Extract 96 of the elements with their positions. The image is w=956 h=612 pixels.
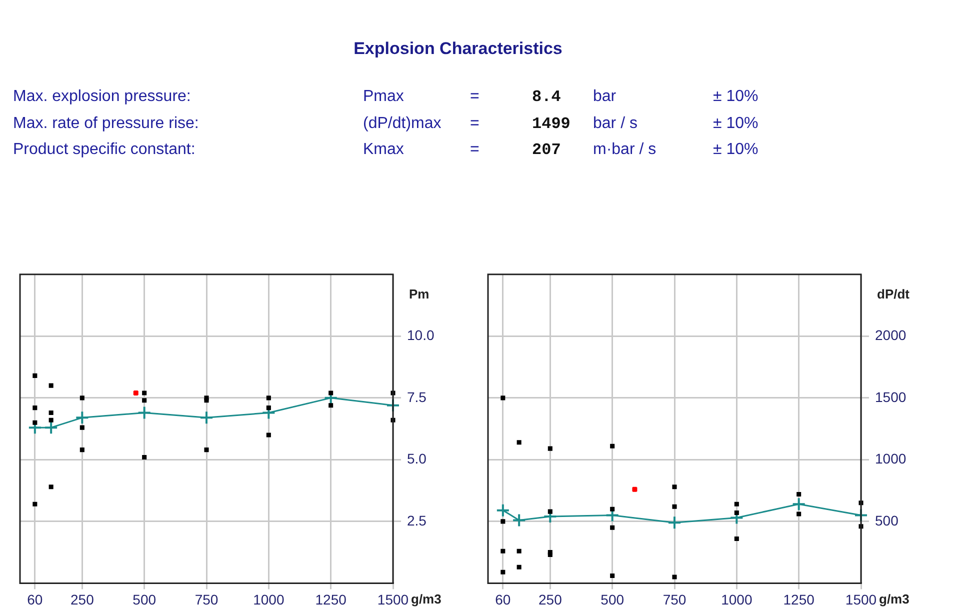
text: 207 (532, 141, 561, 159)
point (792, 497, 806, 512)
point (610, 525, 615, 530)
y-tick-label: 10.0 (407, 327, 434, 344)
point (48, 484, 54, 490)
point (204, 398, 209, 403)
point (142, 390, 147, 396)
point (80, 396, 84, 400)
point (266, 396, 271, 400)
y-tick-label: 2000 (875, 327, 906, 344)
x-axis-title: g/m3 (879, 592, 910, 607)
y-tick-label: 1500 (875, 388, 906, 405)
x-tick-label: 750 (662, 591, 686, 608)
text: ± 10% (713, 114, 758, 132)
y-axis-title: dP/dt (877, 286, 910, 302)
y-tick-label: 7.5 (407, 388, 427, 405)
point (32, 502, 38, 506)
text: 1499 (532, 114, 570, 132)
point (672, 504, 677, 509)
x-axis-title: g/m3 (411, 592, 442, 607)
y-tick-label: 5.0 (407, 450, 427, 467)
x-tick-label: 1000 (721, 591, 752, 608)
point (328, 390, 334, 396)
point (672, 574, 677, 580)
text: Kmax (363, 141, 404, 159)
x-tick-label: 1000 (253, 591, 284, 608)
point (668, 516, 682, 530)
point (48, 410, 54, 416)
text: (dP/dt)max (363, 114, 442, 132)
x-tick-label: 1500 (377, 591, 409, 608)
point (734, 510, 739, 516)
point (672, 484, 677, 490)
text: = (470, 114, 480, 132)
point (548, 509, 552, 514)
point (734, 536, 739, 541)
point (48, 418, 54, 422)
point (500, 519, 506, 524)
point (200, 410, 214, 425)
point (137, 406, 152, 420)
point (796, 492, 802, 497)
point (516, 440, 522, 445)
y-axis-title: Pm (409, 286, 430, 302)
x-tick-label: 1250 (315, 591, 347, 608)
text: bar / s (593, 114, 638, 132)
point (610, 574, 615, 578)
point (500, 570, 506, 574)
point (80, 425, 84, 430)
point (500, 548, 506, 554)
point (548, 446, 552, 451)
point (266, 432, 271, 438)
point (204, 448, 209, 452)
point (548, 552, 552, 558)
x-tick-label: 1500 (845, 591, 877, 608)
x-tick-label: 250 (538, 591, 562, 608)
x-tick-label: 1250 (783, 591, 815, 608)
point (80, 448, 84, 452)
point (32, 373, 38, 378)
x-tick-label: 750 (194, 591, 218, 608)
text: 8.4 (532, 88, 561, 106)
point (610, 444, 615, 448)
x-tick-label: 60 (27, 591, 43, 608)
text: Explosion Characteristics (352, 39, 564, 59)
point (610, 506, 615, 512)
point (734, 502, 739, 506)
point (266, 406, 271, 410)
text: ± 10% (713, 141, 758, 159)
point (496, 503, 510, 518)
point (32, 420, 38, 425)
point (796, 512, 802, 516)
point (48, 383, 54, 388)
y-tick-label: 500 (875, 512, 899, 528)
text: bar (593, 88, 616, 106)
text: ± 10% (713, 88, 758, 106)
text: Product specific constant: (13, 141, 196, 159)
point (142, 398, 147, 403)
point (516, 564, 522, 570)
text: Pmax (363, 88, 404, 106)
text: Max. explosion pressure: (13, 88, 191, 106)
x-tick-label: 250 (70, 591, 94, 608)
y-tick-label: 2.5 (407, 512, 427, 528)
y-tick-label: 1000 (875, 450, 906, 467)
text: m·bar / s (593, 141, 656, 159)
point (75, 410, 90, 425)
text: = (470, 141, 480, 159)
point (512, 513, 526, 528)
text: Max. rate of pressure rise: (13, 114, 199, 132)
text: = (470, 88, 480, 106)
x-tick-label: 500 (132, 591, 156, 608)
point (328, 403, 334, 408)
point (500, 396, 506, 400)
point (516, 548, 522, 554)
x-tick-label: 60 (495, 591, 511, 608)
x-tick-label: 500 (600, 591, 624, 608)
point (32, 406, 38, 410)
point (44, 420, 58, 435)
point (142, 454, 147, 460)
